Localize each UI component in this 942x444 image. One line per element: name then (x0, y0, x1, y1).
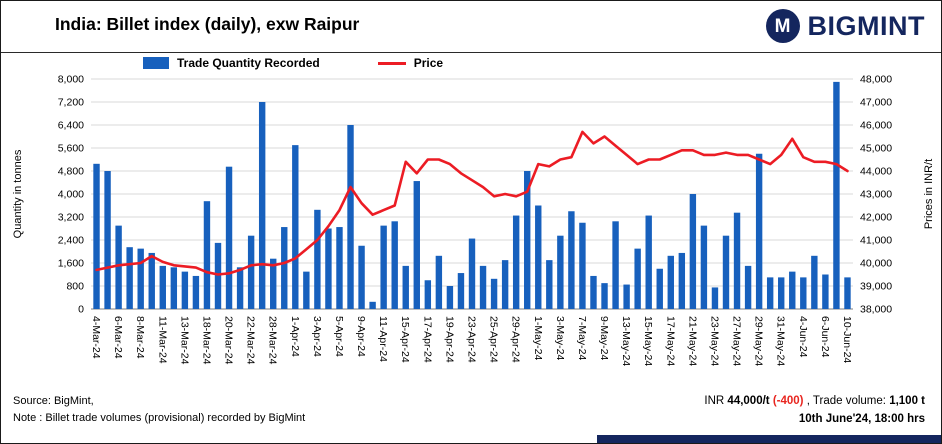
svg-text:Quantity in tonnes: Quantity in tonnes (12, 149, 24, 238)
footer-summary: INR 44,000/t (-400) , Trade volume: 1,10… (704, 392, 925, 428)
logo-glyph: M (774, 15, 791, 37)
svg-text:3-May-24: 3-May-24 (554, 316, 566, 361)
svg-text:40,000: 40,000 (860, 258, 892, 270)
svg-text:38,000: 38,000 (860, 304, 892, 316)
provisional-note: Note : Billet trade volumes (provisional… (13, 412, 306, 424)
svg-text:4-Jun-24: 4-Jun-24 (797, 316, 809, 358)
bigmint-logo-icon: M (765, 9, 800, 43)
quantity-swatch-icon (143, 57, 169, 69)
svg-text:Prices in INR/t: Prices in INR/t (923, 159, 935, 229)
svg-text:4,800: 4,800 (58, 166, 84, 178)
svg-text:41,000: 41,000 (860, 235, 892, 247)
price-swatch-icon (377, 61, 406, 65)
svg-text:2,400: 2,400 (58, 235, 84, 247)
svg-text:6-Mar-24: 6-Mar-24 (112, 316, 124, 359)
volume-value: 1,100 t (889, 395, 925, 407)
svg-text:15-May-24: 15-May-24 (642, 316, 654, 366)
svg-text:3,200: 3,200 (58, 212, 84, 224)
page-title: India: Billet index (daily), exw Raipur (55, 14, 360, 34)
svg-text:31-May-24: 31-May-24 (775, 316, 787, 366)
svg-text:46,000: 46,000 (860, 120, 892, 132)
svg-text:7-May-24: 7-May-24 (576, 316, 588, 361)
price-summary: INR 44,000/t (-400) , Trade volume: 1,10… (704, 392, 925, 410)
svg-text:4,000: 4,000 (58, 189, 84, 201)
svg-text:43,000: 43,000 (860, 189, 892, 201)
svg-text:21-May-24: 21-May-24 (686, 316, 698, 366)
price-change: (-400) (772, 395, 804, 407)
svg-text:1-Apr-24: 1-Apr-24 (289, 316, 301, 357)
svg-text:17-Apr-24: 17-Apr-24 (421, 316, 433, 363)
svg-text:8-Mar-24: 8-Mar-24 (134, 316, 146, 359)
svg-text:13-Mar-24: 13-Mar-24 (178, 316, 190, 365)
svg-text:48,000: 48,000 (860, 74, 892, 86)
svg-text:20-Mar-24: 20-Mar-24 (223, 316, 235, 365)
legend-item-price: Price (377, 56, 444, 70)
svg-text:25-Apr-24: 25-Apr-24 (488, 316, 500, 363)
svg-text:9-May-24: 9-May-24 (598, 316, 610, 361)
svg-text:23-Apr-24: 23-Apr-24 (466, 316, 478, 363)
svg-text:29-May-24: 29-May-24 (753, 316, 765, 366)
svg-text:27-May-24: 27-May-24 (731, 316, 743, 366)
legend-label-price: Price (413, 56, 444, 70)
svg-text:6-Jun-24: 6-Jun-24 (819, 316, 831, 358)
chart-legend: Trade Quantity Recorded Price (143, 56, 443, 70)
svg-text:800: 800 (66, 281, 84, 293)
svg-text:29-Apr-24: 29-Apr-24 (510, 316, 522, 363)
svg-text:11-Mar-24: 11-Mar-24 (156, 316, 168, 364)
svg-text:6,400: 6,400 (58, 120, 84, 132)
svg-text:8,000: 8,000 (58, 74, 84, 86)
footer-accent-bar (597, 435, 941, 443)
svg-text:22-Mar-24: 22-Mar-24 (245, 316, 257, 365)
svg-text:1,600: 1,600 (58, 258, 84, 270)
svg-text:5,600: 5,600 (58, 143, 84, 155)
legend-label-quantity: Trade Quantity Recorded (177, 56, 320, 70)
svg-text:15-Apr-24: 15-Apr-24 (399, 316, 411, 363)
svg-text:0: 0 (78, 304, 84, 316)
billet-chart: 0 800 1,600 2,400 3,200 4,000 4,800 5,600 6,400 7… (1, 65, 941, 387)
footer-notes: Source: BigMint, Note : Billet trade vol… (13, 393, 305, 427)
legend-item-quantity: Trade Quantity Recorded (143, 56, 320, 70)
svg-text:5-Apr-24: 5-Apr-24 (333, 316, 345, 357)
brand-name: BIGMINT (807, 10, 925, 41)
svg-text:4-Mar-24: 4-Mar-24 (90, 316, 102, 359)
chart-svg: 0 800 1,600 2,400 3,200 4,000 4,800 5,600 6,400 7… (12, 74, 935, 367)
svg-text:47,000: 47,000 (860, 97, 892, 109)
svg-text:44,000: 44,000 (860, 166, 892, 178)
svg-text:28-Mar-24: 28-Mar-24 (267, 316, 279, 365)
svg-text:7,200: 7,200 (58, 97, 84, 109)
header-divider (1, 52, 941, 53)
svg-text:19-Apr-24: 19-Apr-24 (443, 316, 455, 363)
svg-text:18-Mar-24: 18-Mar-24 (200, 316, 212, 365)
svg-text:42,000: 42,000 (860, 212, 892, 224)
svg-text:13-May-24: 13-May-24 (620, 316, 632, 366)
svg-text:17-May-24: 17-May-24 (664, 316, 676, 366)
source-note: Source: BigMint, (13, 395, 94, 407)
brand-logo: M BIGMINT (765, 9, 926, 43)
price-prefix: INR (704, 395, 725, 407)
svg-text:10-Jun-24: 10-Jun-24 (841, 316, 853, 363)
svg-text:1-May-24: 1-May-24 (532, 316, 544, 361)
svg-text:39,000: 39,000 (860, 281, 892, 293)
timestamp: 10th June'24, 18:00 hrs (798, 413, 925, 425)
svg-text:3-Apr-24: 3-Apr-24 (311, 316, 323, 357)
price-value: 44,000/t (727, 395, 770, 407)
volume-label: , Trade volume: (806, 395, 886, 407)
svg-text:11-Apr-24: 11-Apr-24 (377, 316, 389, 362)
svg-text:23-May-24: 23-May-24 (708, 316, 720, 366)
svg-text:45,000: 45,000 (860, 143, 892, 155)
svg-text:9-Apr-24: 9-Apr-24 (355, 316, 367, 357)
